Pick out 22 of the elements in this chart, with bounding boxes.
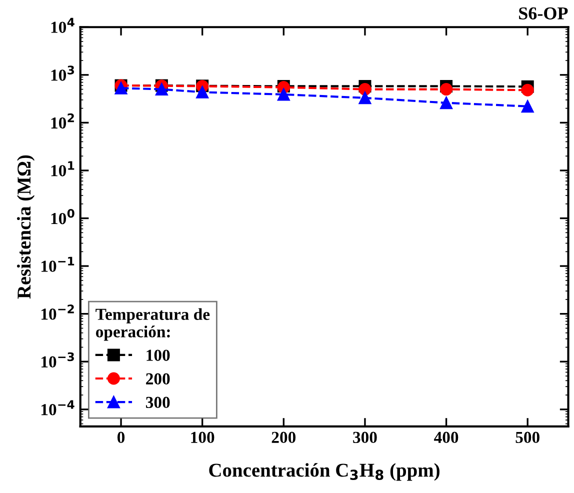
chart-title: S6-OP [519,7,568,20]
y-tick-label: 10$^{−3}$ [42,352,74,368]
x-tick-label: 500 [516,432,540,444]
x-tick-label: 400 [434,432,458,444]
y-axis-title: Resistencia (MΩ) [16,155,35,299]
y-tick-label: 10$^{−1}$ [42,256,74,272]
legend-title: Temperatura de operación: [96,308,210,341]
x-tick-label: 0 [117,432,125,444]
y-tick-label: 10$^{1}$ [51,161,74,176]
legend-label: 200 [146,373,170,385]
y-tick-label: 10$^{−4}$ [42,400,74,416]
x-tick-label: 200 [272,432,296,444]
x-tick-label: 300 [353,432,377,444]
y-tick-label: 10$^{0}$ [51,208,74,224]
legend-label: 300 [146,396,170,408]
y-tick-label: 10$^{−2}$ [42,304,74,320]
x-tick-label: 100 [191,432,214,444]
y-tick-label: 10$^{3}$ [51,66,74,81]
y-tick-label: 10$^{4}$ [51,18,74,33]
x-axis-title: Concentración C$_{3}$H$_{8}$ (ppm) [209,463,440,481]
y-tick-label: 10$^{2}$ [51,113,74,129]
legend-label: 100 [146,350,170,361]
